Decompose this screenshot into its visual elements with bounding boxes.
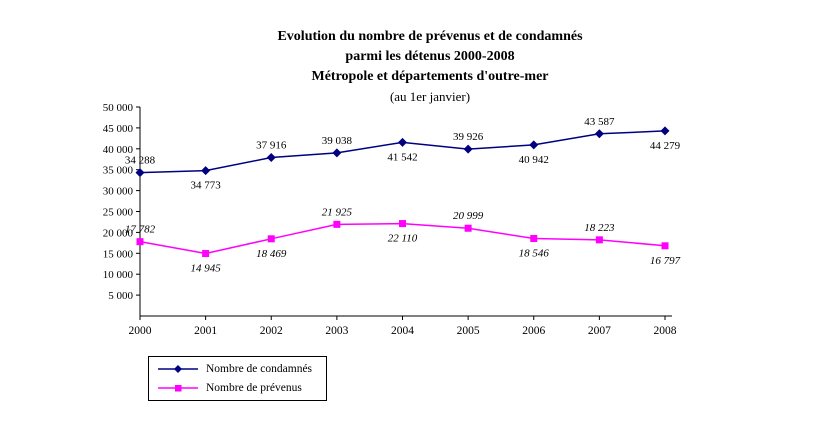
data-point-label: 21 925: [322, 206, 353, 218]
marker-square: [267, 235, 275, 243]
legend-swatch-square-icon: [158, 385, 198, 392]
y-axis-tick-label: 35 000: [103, 165, 134, 177]
x-axis-tick-label: 2001: [194, 325, 217, 337]
y-axis-tick-label: 50 000: [103, 102, 134, 114]
y-axis-tick-label: 40 000: [103, 144, 134, 156]
x-axis-tick-label: 2000: [129, 325, 152, 337]
marker-diamond: [660, 126, 670, 136]
chart-title-line-2: parmi les détenus 2000-2008: [345, 49, 515, 64]
chart-subtitle: (au 1er janvier): [389, 89, 471, 104]
marker-square: [661, 242, 669, 250]
x-axis-tick-label: 2007: [588, 325, 611, 337]
y-axis-tick-label: 5 000: [108, 290, 133, 302]
data-point-label: 16 797: [650, 255, 681, 267]
data-point-label: 20 999: [453, 210, 484, 222]
legend: Nombre de condamnés Nombre de prévenus: [148, 356, 328, 401]
data-point-label: 17 782: [125, 224, 156, 236]
data-point-label: 34 288: [125, 155, 156, 167]
marker-diamond: [332, 148, 342, 158]
marker-square: [464, 224, 472, 232]
chart-title-line-3: Métropole et départements d'outre-mer: [311, 69, 549, 84]
marker-square: [202, 250, 210, 258]
legend-item-prevenus: Nombre de prévenus: [158, 381, 312, 395]
data-point-label: 40 942: [519, 154, 549, 166]
data-point-label: 37 916: [256, 140, 287, 152]
x-axis-tick-label: 2004: [391, 325, 414, 337]
chart-title-block: Evolution du nombre de prévenus et de co…: [100, 27, 760, 106]
x-axis-tick-label: 2003: [325, 325, 348, 337]
x-axis-tick-label: 2005: [457, 325, 480, 337]
y-axis-tick-label: 25 000: [103, 207, 134, 219]
marker-diamond: [463, 144, 473, 154]
data-point-label: 18 546: [519, 247, 550, 259]
marker-square: [399, 220, 406, 228]
data-point-label: 43 587: [584, 116, 615, 128]
marker-diamond: [594, 129, 604, 139]
chart-title-line-1: Evolution du nombre de prévenus et de co…: [277, 29, 583, 44]
data-point-label: 39 926: [453, 131, 484, 143]
data-point-label: 44 279: [650, 140, 681, 152]
data-point-label: 14 945: [191, 263, 222, 275]
x-axis-tick-label: 2002: [260, 325, 283, 337]
y-axis-tick-label: 10 000: [103, 269, 134, 281]
data-point-label: 39 038: [322, 135, 353, 147]
marker-square: [530, 234, 538, 242]
marker-diamond: [398, 137, 407, 147]
legend-marker-diamond: [174, 365, 182, 373]
legend-item-condamnes: Nombre de condamnés: [158, 362, 312, 376]
x-axis-tick-label: 2006: [522, 325, 545, 337]
y-axis-tick-label: 45 000: [103, 123, 134, 135]
marker-square: [595, 236, 603, 244]
data-point-label: 18 469: [256, 248, 287, 260]
y-axis-tick-label: 30 000: [103, 186, 134, 198]
data-point-label: 41 542: [387, 151, 417, 163]
y-axis-tick-label: 15 000: [103, 248, 134, 260]
data-point-label: 34 773: [191, 180, 222, 192]
marker-square: [333, 220, 341, 228]
legend-label: Nombre de prévenus: [206, 382, 302, 394]
marker-square: [136, 238, 144, 246]
marker-diamond: [135, 168, 145, 178]
y-axis-tick-label: 20 000: [103, 227, 134, 239]
legend-swatch-diamond-icon: [158, 365, 198, 373]
data-point-label: 22 110: [388, 233, 418, 245]
marker-diamond: [266, 153, 276, 163]
marker-diamond: [529, 140, 539, 150]
x-axis-tick-label: 2008: [654, 325, 677, 337]
data-point-label: 18 223: [584, 222, 615, 234]
marker-diamond: [201, 166, 211, 176]
legend-label: Nombre de condamnés: [206, 363, 313, 375]
legend-marker-square: [175, 385, 182, 392]
